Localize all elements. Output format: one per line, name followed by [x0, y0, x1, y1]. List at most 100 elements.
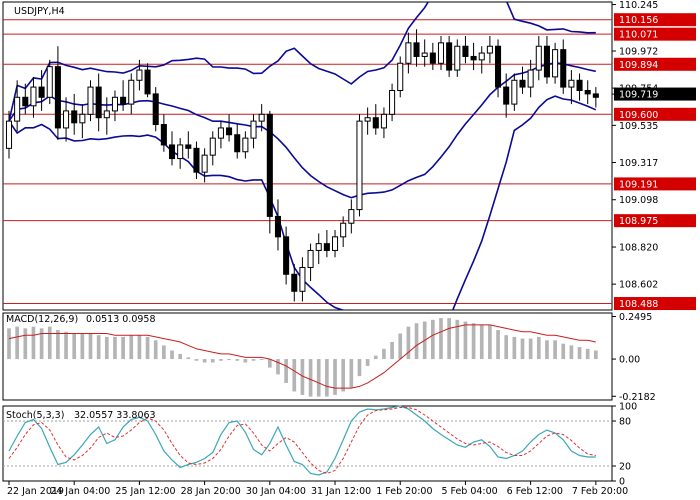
candle-body — [274, 215, 281, 238]
candle-body — [144, 69, 151, 95]
candle-body — [46, 66, 53, 98]
candle-body — [340, 222, 347, 238]
level-label: 108.488 — [619, 299, 658, 310]
macd-histogram-bar — [349, 359, 354, 389]
candle-body — [291, 273, 298, 292]
candle-body — [250, 120, 257, 139]
candle-body — [95, 86, 102, 119]
candle-body — [103, 110, 110, 119]
macd-histogram-bar — [186, 357, 191, 360]
macd-histogram-bar — [210, 359, 215, 363]
macd-histogram-bar — [162, 345, 166, 360]
macd-histogram-bar — [129, 335, 134, 360]
stoch-main-line — [8, 405, 596, 476]
macd-histogram-bar — [80, 333, 85, 360]
macd-histogram-bar — [64, 331, 68, 360]
candle-body — [30, 86, 37, 107]
candle-body — [413, 42, 420, 57]
macd-histogram-bar — [121, 336, 125, 360]
level-tag — [614, 177, 696, 191]
candle-body — [543, 45, 550, 78]
stoch-tick-label: 80 — [619, 417, 631, 428]
candle-body — [266, 113, 273, 217]
macd-histogram-bar — [23, 328, 28, 360]
macd-histogram-bar — [561, 343, 566, 360]
time-tick-label: 30 Jan 04:00 — [246, 486, 306, 497]
stoch-pane-frame — [2, 405, 613, 482]
candle-body — [152, 93, 159, 126]
macd-histogram-bar — [178, 353, 182, 360]
macd-histogram-bar — [104, 336, 109, 360]
price-tick-label: 109.535 — [619, 121, 658, 132]
candle-body — [22, 96, 29, 107]
candle-body — [168, 144, 176, 160]
candle-body — [160, 124, 167, 146]
candle-body — [332, 236, 339, 251]
macd-histogram-bar — [390, 342, 394, 360]
macd-histogram-bar — [357, 359, 362, 377]
candle-body — [234, 134, 241, 153]
macd-histogram-bar — [479, 324, 484, 360]
stoch-tick-label: 100 — [619, 402, 637, 413]
candle-body — [128, 79, 135, 105]
macd-histogram-bar — [72, 333, 77, 360]
candle-body — [503, 86, 510, 105]
time-tick-label: 6 Feb 12:00 — [507, 486, 563, 497]
macd-label: MACD(12,26,9) — [6, 314, 78, 325]
macd-tick-label: -0.2182 — [619, 392, 656, 403]
candle-body — [372, 117, 379, 129]
macd-histogram-bar — [276, 359, 280, 375]
time-tick-label: 1 Feb 20:00 — [376, 486, 432, 497]
macd-histogram-bar — [316, 359, 321, 397]
macd-histogram-bar — [259, 359, 264, 361]
macd-histogram-bar — [373, 355, 378, 360]
candle-body — [437, 42, 445, 64]
candle-body — [495, 45, 502, 88]
macd-histogram-bar — [504, 335, 509, 360]
candle-body — [136, 69, 143, 81]
candle-body — [38, 86, 45, 98]
macd-histogram-bar — [308, 359, 313, 397]
stoch-label: Stoch(5,3,3) — [6, 410, 64, 421]
level-tag — [614, 27, 696, 41]
candle-body — [389, 89, 396, 115]
macd-histogram-bar — [284, 359, 288, 383]
candle-body — [71, 110, 78, 124]
macd-histogram-bar — [7, 328, 11, 360]
macd-histogram-bar — [431, 319, 435, 360]
macd-histogram-bar — [292, 359, 297, 392]
price-tick-label: 109.972 — [619, 47, 658, 58]
level-label: 108.975 — [619, 216, 658, 227]
macd-histogram-bar — [113, 336, 117, 360]
macd-histogram-bar — [365, 359, 370, 366]
time-tick-label: 22 Jan 2019 — [7, 486, 64, 497]
macd-signal-line — [8, 324, 596, 389]
level-tag — [614, 107, 696, 121]
macd-histogram-bar — [39, 328, 44, 360]
candle-body — [217, 127, 224, 139]
macd-histogram-bar — [153, 340, 158, 360]
candle-body — [258, 113, 265, 122]
candle-body — [315, 243, 322, 251]
candle-body — [429, 52, 436, 64]
macd-tick-label: 0.00 — [619, 355, 640, 366]
macd-tick-label: 0.2495 — [619, 312, 652, 323]
macd-histogram-bar — [463, 321, 468, 360]
macd-histogram-bar — [235, 359, 240, 361]
candle-body — [576, 79, 583, 91]
macd-values: 0.0513 0.0958 — [86, 314, 156, 325]
candle-body — [348, 209, 355, 224]
macd-histogram-bar — [227, 359, 231, 361]
price-tick-label: 108.820 — [619, 243, 658, 254]
macd-histogram-bar — [488, 324, 492, 360]
macd-histogram-bar — [545, 340, 549, 360]
macd-histogram-bar — [137, 335, 142, 360]
stoch-values: 32.0557 33.8063 — [74, 410, 156, 421]
candle-body — [421, 52, 428, 57]
macd-histogram-bar — [145, 336, 150, 360]
macd-histogram-bar — [496, 330, 500, 360]
level-tag — [614, 13, 696, 27]
level-tag — [614, 57, 696, 71]
candle-body — [364, 117, 371, 122]
